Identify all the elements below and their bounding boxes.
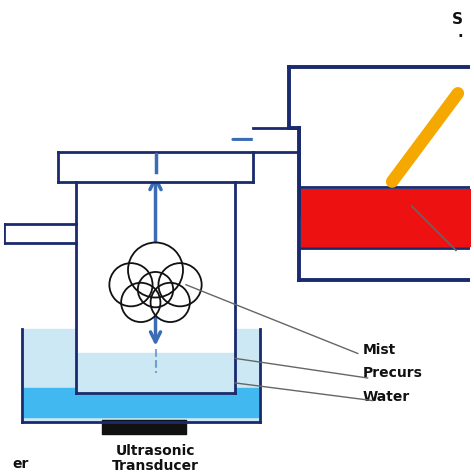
Text: Ultrasonic: Ultrasonic: [116, 444, 195, 458]
Text: Mist: Mist: [363, 343, 396, 356]
Text: S: S: [452, 12, 463, 27]
Text: er: er: [12, 456, 28, 471]
Circle shape: [158, 263, 201, 306]
Text: .: .: [457, 25, 463, 39]
Circle shape: [138, 272, 173, 307]
Text: Water: Water: [363, 390, 410, 404]
Circle shape: [128, 243, 183, 298]
Circle shape: [109, 263, 153, 306]
Text: Transducer: Transducer: [112, 458, 199, 473]
Circle shape: [151, 283, 190, 322]
Circle shape: [121, 283, 160, 322]
Text: Precurs: Precurs: [363, 366, 422, 380]
